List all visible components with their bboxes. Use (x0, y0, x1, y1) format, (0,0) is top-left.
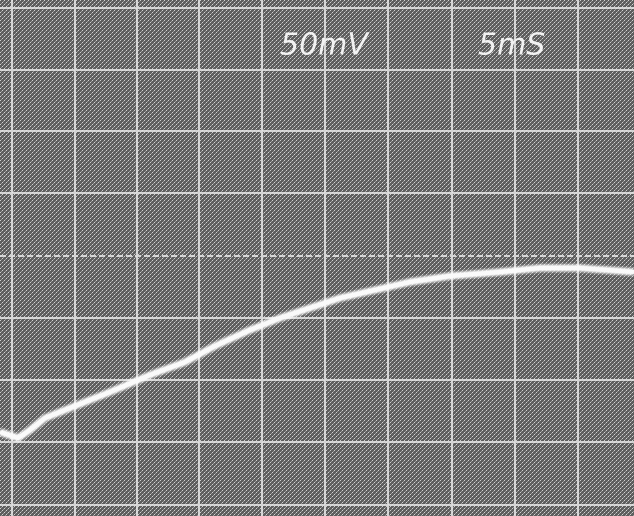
oscilloscope-screen: 50mV 5mS (0, 0, 634, 516)
time-per-div: 5mS (478, 28, 545, 63)
page: {"screen": {"volts_per_div": "50mV", "ti… (0, 0, 634, 516)
volts-per-div: 50mV (280, 28, 370, 63)
screen-background (0, 0, 634, 516)
